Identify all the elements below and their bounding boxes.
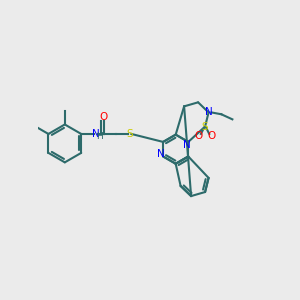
Text: O: O [194,131,203,141]
Text: N: N [205,107,213,117]
Text: O: O [207,131,216,141]
Text: H: H [96,132,102,141]
Text: O: O [100,112,108,122]
Text: S: S [202,122,208,131]
Text: N: N [183,140,191,150]
Text: S: S [126,129,133,139]
Text: N: N [92,129,100,139]
Text: N: N [158,149,165,159]
